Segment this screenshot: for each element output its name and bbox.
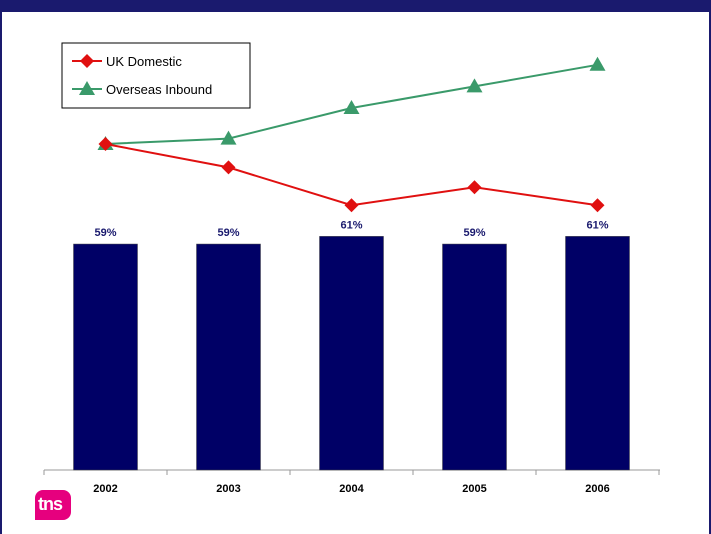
series-0-point — [98, 137, 113, 151]
bar-2002 — [73, 243, 138, 471]
series-1-point — [220, 130, 237, 145]
bar-value-label: 59% — [217, 227, 239, 239]
x-tick-label: 2004 — [339, 483, 364, 495]
series-0-point — [467, 180, 482, 195]
bar-2005 — [442, 243, 507, 471]
x-tick-label: 2005 — [462, 483, 486, 495]
series-1-point — [343, 100, 360, 114]
bar-2004 — [319, 236, 384, 471]
bar-value-label: 59% — [463, 227, 485, 239]
bar-2006 — [565, 236, 630, 471]
series-0-point — [344, 198, 359, 213]
series-1-point — [466, 78, 483, 93]
bar-2003 — [196, 243, 261, 471]
legend-box — [61, 42, 251, 109]
bar-value-label: 61% — [586, 219, 608, 231]
series-line-0 — [105, 143, 598, 207]
series-0-point — [221, 160, 236, 175]
x-tick-label: 2002 — [93, 483, 117, 495]
series-1-point — [589, 56, 606, 71]
legend-label: UK Domestic — [106, 54, 182, 69]
legend-marker — [79, 81, 95, 95]
series-0-point — [590, 198, 605, 213]
legend-label: Overseas Inbound — [106, 82, 212, 97]
tns-logo: tns — [35, 490, 71, 520]
x-tick-label: 2006 — [585, 483, 609, 495]
logo-text: tns — [38, 494, 63, 514]
x-tick-label: 2003 — [216, 483, 240, 495]
legend-marker — [80, 54, 94, 68]
bar-value-label: 59% — [94, 227, 116, 239]
bar-value-label: 61% — [340, 219, 362, 231]
